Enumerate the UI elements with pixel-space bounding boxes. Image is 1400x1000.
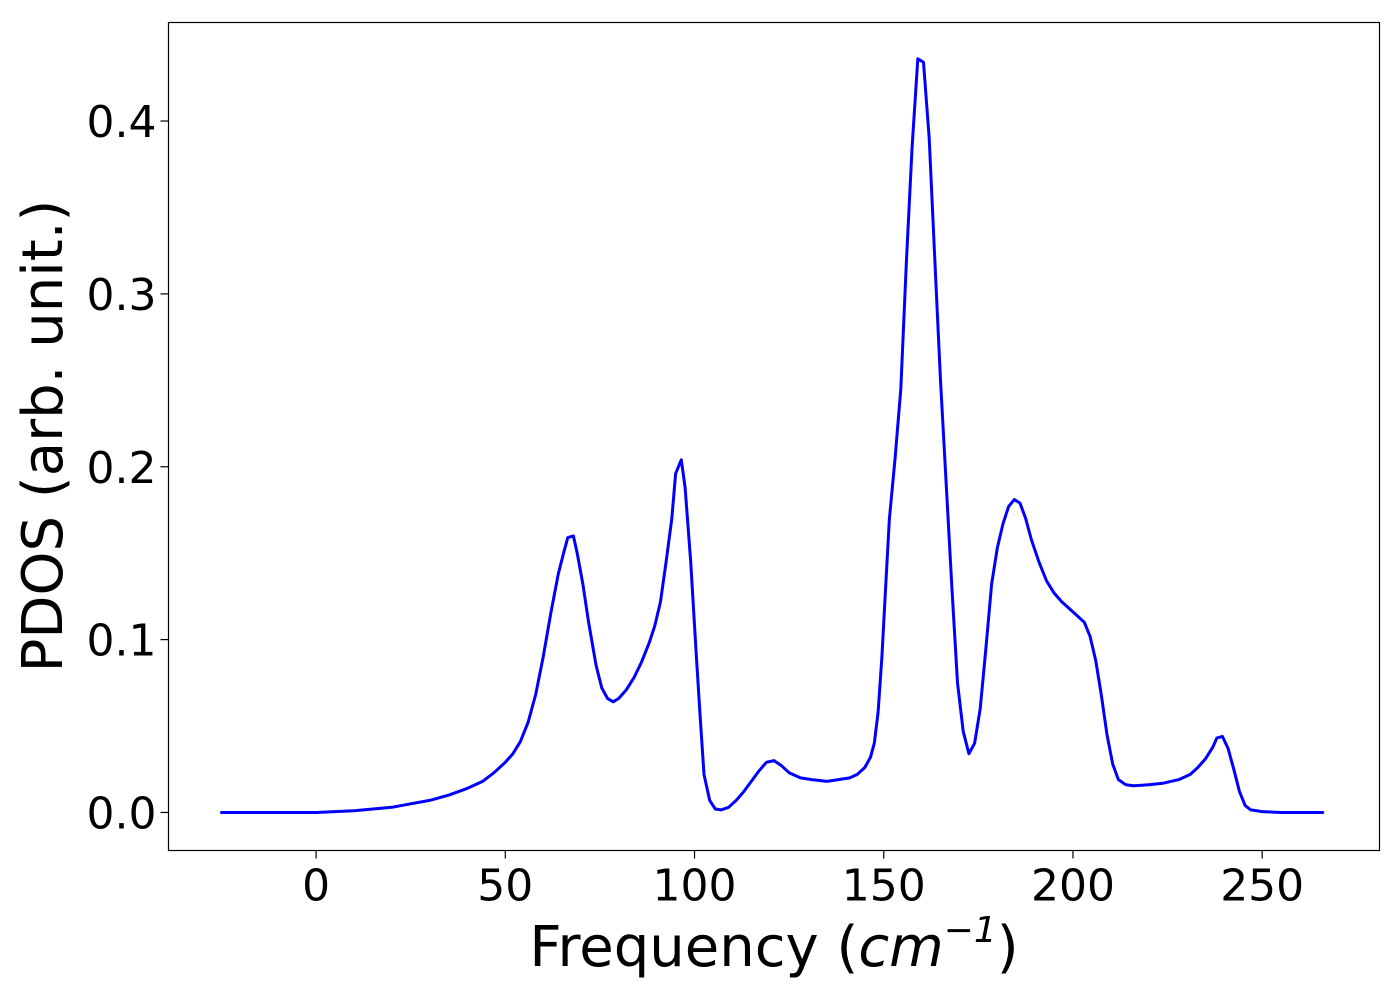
y-axis-ticks: 0.0 0.1 0.2 0.3 0.4: [87, 97, 169, 839]
x-tick-label: 0: [302, 861, 330, 912]
y-tick-label: 0.0: [87, 788, 157, 839]
x-tick-label: 50: [477, 861, 533, 912]
y-tick-label: 0.1: [87, 616, 157, 667]
pdos-series-line: [220, 57, 1325, 814]
plot-frame: [167, 21, 1381, 852]
x-tick-label: 250: [1220, 861, 1304, 912]
y-axis-label: PDOS (arb. unit.): [11, 200, 76, 673]
y-tick-label: 0.4: [87, 97, 157, 148]
x-tick-label: 150: [842, 861, 926, 912]
plot-area: [167, 21, 1381, 852]
y-tick-label: 0.2: [87, 443, 157, 494]
y-tick-label: 0.3: [87, 270, 157, 321]
x-tick-label: 100: [653, 861, 737, 912]
x-axis-label: Frequency (cm−1): [529, 910, 1018, 980]
x-tick-label: 200: [1031, 861, 1115, 912]
x-axis-ticks: 0 50 100 150 200 250: [302, 850, 1304, 912]
